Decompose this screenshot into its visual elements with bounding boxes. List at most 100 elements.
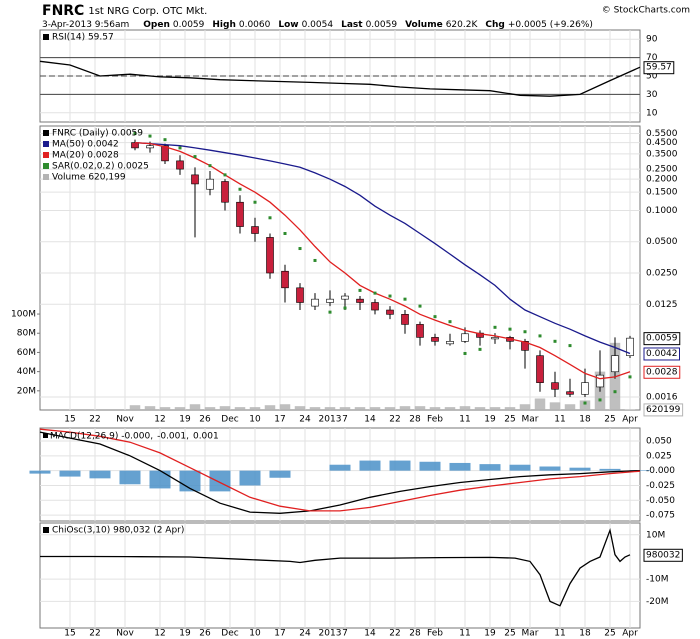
x-tick-label: 18 — [579, 629, 591, 639]
x-tick-label: 12 — [154, 415, 165, 425]
x-tick-label: 22 — [89, 415, 100, 425]
candle-body — [266, 237, 274, 274]
sar-dot — [238, 187, 242, 191]
watermark: © StockCharts.com — [602, 6, 690, 16]
x-tick-label: 19 — [484, 629, 496, 639]
legend-label: SAR(0.02,0.2) 0.0025 — [52, 162, 149, 172]
last-value-box — [643, 548, 683, 562]
sar-dot — [538, 334, 542, 338]
x-tick-label: 7 — [342, 629, 348, 639]
sar-dot — [373, 291, 377, 295]
candle-body — [146, 145, 154, 149]
bar — [579, 400, 591, 410]
x-tick-label: 17 — [274, 629, 285, 639]
bar — [459, 406, 471, 410]
bar — [549, 402, 561, 410]
x-tick-label: 24 — [299, 629, 311, 639]
bar — [444, 407, 456, 410]
candle-body — [131, 142, 139, 149]
last-value-box — [643, 61, 675, 75]
candle-body — [401, 314, 409, 325]
x-tick-label: 25 — [504, 415, 515, 425]
x-tick-label: 24 — [299, 415, 311, 425]
x-tick-label: 18 — [579, 415, 591, 425]
bar — [519, 404, 531, 410]
x-tick-label: 7 — [342, 415, 348, 425]
y-tick-label: 0.1000 — [646, 206, 678, 216]
y-tick-label: -0.050 — [646, 496, 675, 506]
y-tick-label: 10 — [646, 108, 658, 118]
sar-dot — [328, 310, 332, 314]
last-value-label: 0.0028 — [646, 367, 678, 377]
sar-dot — [568, 344, 572, 348]
x-tick-label: 19 — [179, 629, 191, 639]
quote-label: Open — [143, 20, 170, 30]
x-tick-label: 26 — [199, 629, 211, 639]
legend-label: FNRC (Daily) 0.0059 — [52, 129, 143, 139]
sar-dot — [448, 320, 452, 324]
y-tick-label: 0.2500 — [646, 165, 678, 175]
y-tick-label: 0.0125 — [646, 300, 678, 310]
y-tick-label: 0.025 — [646, 451, 672, 461]
quote-value: 0.0059 — [366, 20, 398, 30]
bar — [324, 407, 336, 410]
sar-dot — [163, 138, 167, 142]
legend-marker — [43, 433, 48, 438]
series-line — [40, 527, 631, 607]
x-tick-label: 28 — [409, 629, 421, 639]
bar — [189, 404, 201, 410]
bar — [539, 466, 561, 471]
sar-dot — [208, 164, 212, 168]
x-tick-label: Feb — [427, 629, 443, 639]
bar — [414, 406, 426, 410]
bar — [219, 406, 231, 410]
candle-body — [341, 295, 349, 300]
last-value-box — [643, 347, 680, 361]
series-line — [39, 60, 641, 97]
sar-dot — [598, 398, 602, 402]
y-tick-label: -0.075 — [646, 511, 675, 521]
y2-tick-label: 60M — [17, 348, 36, 358]
legend-label: ChiOsc(3,10) 980,032 (2 Apr) — [52, 526, 184, 536]
bar — [479, 464, 501, 471]
x-tick-label: 14 — [364, 415, 376, 425]
sar-dot — [133, 132, 137, 136]
x-tick-label: Mar — [522, 415, 539, 425]
datetime: 3-Apr-2013 9:56am — [42, 20, 129, 30]
x-tick-label: Apr — [622, 629, 638, 639]
sar-dot — [463, 351, 467, 355]
y-tick-label: -20M — [646, 597, 668, 607]
y-tick-label: 0.1500 — [646, 188, 678, 198]
y-tick-label: 0.5500 — [646, 129, 678, 139]
sar-dot — [253, 200, 257, 204]
bar — [569, 467, 591, 471]
y-tick-label: 50 — [646, 72, 658, 82]
last-value-label: 59.57 — [646, 63, 672, 73]
y-tick-label: 0.2000 — [646, 175, 678, 185]
sar-dot — [583, 401, 587, 405]
bar — [269, 470, 291, 478]
y2-tick-label: 100M — [11, 310, 36, 320]
last-value-label: 0.0042 — [646, 349, 678, 359]
y-tick-label: 30 — [646, 90, 658, 100]
legend-marker — [43, 152, 49, 158]
candle-body — [416, 324, 424, 338]
candle-body — [431, 337, 439, 342]
bar — [209, 470, 231, 492]
header-quote: 3-Apr-2013 9:56am Open 0.0059 High 0.0060 Low… — [42, 20, 593, 30]
bar — [509, 464, 531, 471]
bar — [429, 407, 441, 410]
legend-label: MACD(12,26,9) -0.000, — [50, 432, 153, 442]
legend-label: MA(20) 0.0028 — [52, 151, 119, 161]
candle-body — [581, 382, 589, 395]
series-line — [134, 141, 631, 355]
x-tick-label: 22 — [389, 629, 400, 639]
candle-body — [461, 333, 469, 342]
x-tick-label: 10 — [249, 629, 261, 639]
bar — [159, 407, 171, 410]
legend-marker — [43, 141, 49, 147]
y2-tick-label: 40M — [17, 367, 36, 377]
x-tick-label: 2013 — [319, 415, 342, 425]
x-tick-label: Nov — [116, 415, 134, 425]
quote-label: Chg — [485, 20, 504, 30]
